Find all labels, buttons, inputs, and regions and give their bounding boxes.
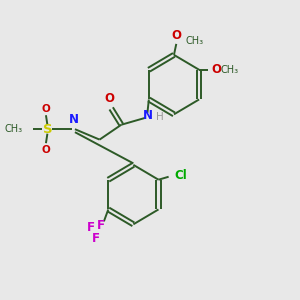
Text: O: O [42, 145, 50, 155]
Text: O: O [171, 29, 181, 42]
Text: H: H [155, 112, 163, 122]
Text: CH₃: CH₃ [220, 65, 238, 75]
Text: F: F [87, 221, 95, 234]
Text: Cl: Cl [174, 169, 187, 182]
Text: CH₃: CH₃ [186, 36, 204, 46]
Text: O: O [105, 92, 115, 105]
Text: CH₃: CH₃ [4, 124, 22, 134]
Text: S: S [43, 123, 52, 136]
Text: F: F [97, 219, 105, 232]
Text: F: F [92, 232, 100, 245]
Text: O: O [42, 104, 50, 114]
Text: N: N [68, 112, 79, 126]
Text: O: O [211, 63, 221, 76]
Text: N: N [142, 109, 152, 122]
